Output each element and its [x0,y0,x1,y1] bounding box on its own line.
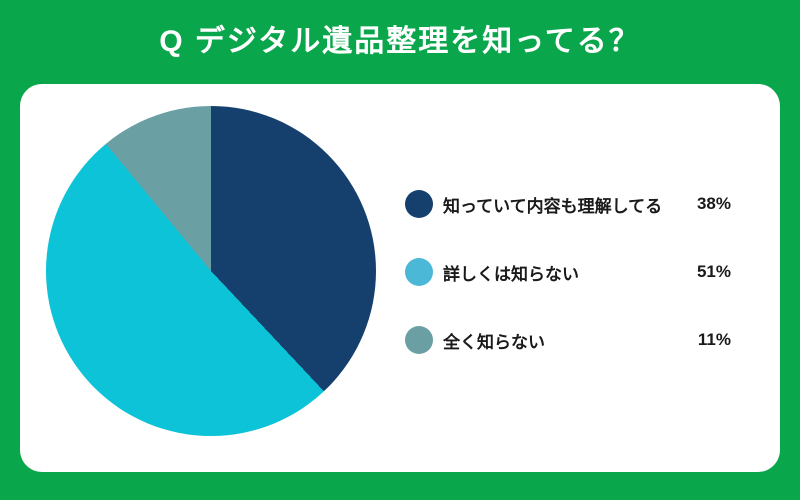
legend-swatch-circle-icon [405,190,433,218]
chart-card: 知っていて内容も理解してる 38% 詳しくは知らない 51% 全く知らない 11… [20,84,780,472]
header-band: Q デジタル遺品整理を知ってる？ [0,0,800,84]
legend-value: 51% [696,262,731,281]
legend-item: 全く知らない 11% [405,326,731,354]
legend-label: 詳しくは知らない [443,264,579,284]
pie-chart [46,106,376,436]
legend-value: 38% [696,194,731,213]
legend-item: 知っていて内容も理解してる 38% [405,190,731,218]
legend: 知っていて内容も理解してる 38% 詳しくは知らない 51% 全く知らない 11… [405,190,731,354]
legend-value: 11% [697,330,731,349]
legend-label: 全く知らない [443,332,545,352]
legend-swatch-circle-icon [405,258,433,286]
legend-swatch-circle-icon [405,326,433,354]
chart-title: Q デジタル遺品整理を知ってる？ [159,25,641,58]
legend-label: 知っていて内容も理解してる [443,196,663,216]
legend-item: 詳しくは知らない 51% [405,258,731,286]
